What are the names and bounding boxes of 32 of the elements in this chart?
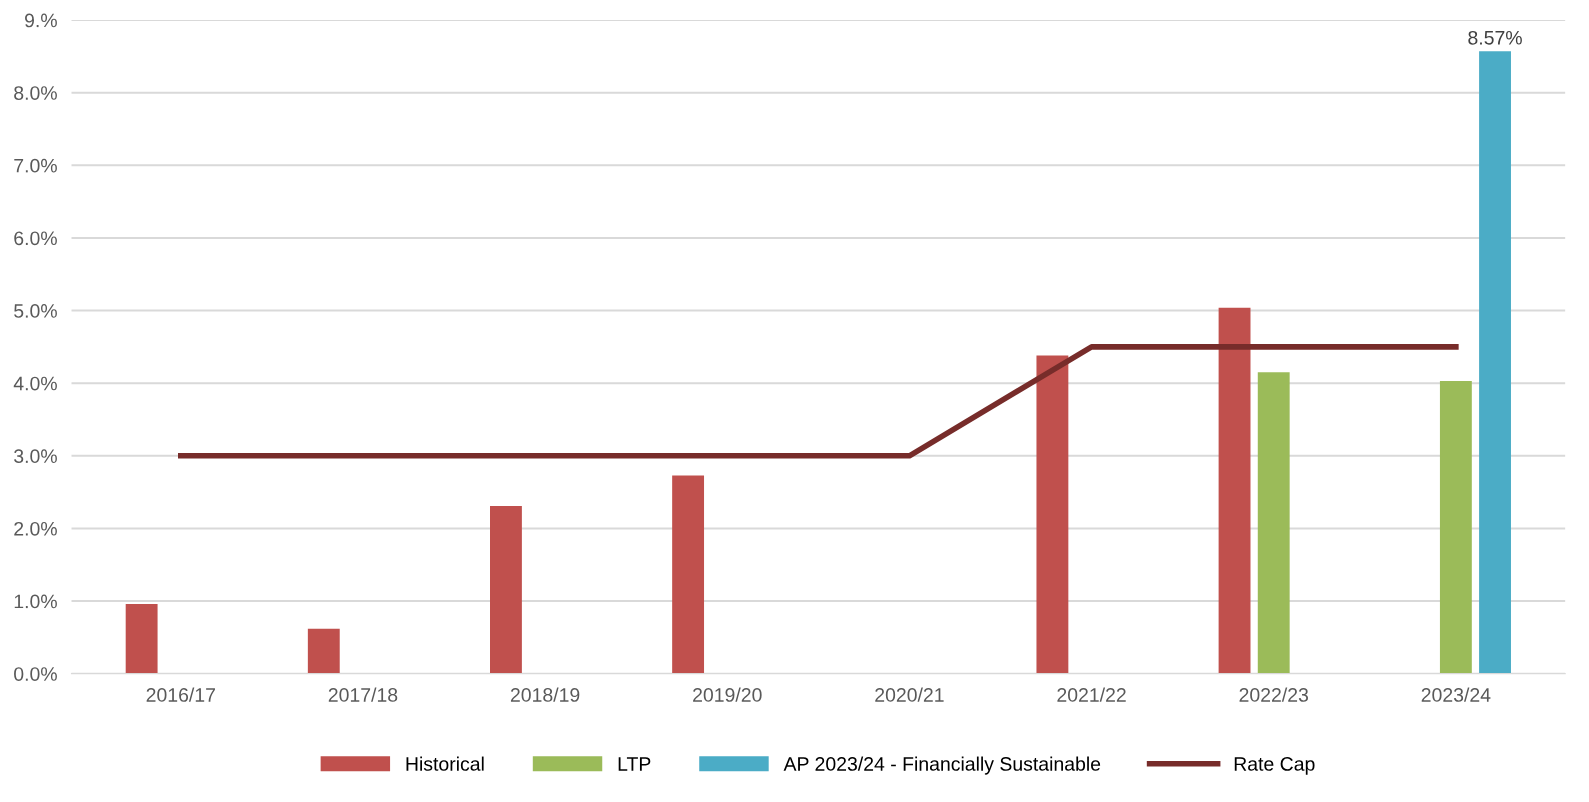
- y-tick-label: 9.%: [25, 13, 57, 28]
- legend-label: Rate Cap: [1234, 757, 1315, 775]
- x-tick-label: 2017/18: [328, 687, 398, 702]
- bar: [1036, 355, 1069, 674]
- legend-label: Historical: [406, 756, 484, 771]
- x-tick-label: 2023/24: [1421, 687, 1491, 702]
- x-tick-label: 2022/23: [1239, 687, 1309, 702]
- y-tick-label: 2.0%: [14, 521, 57, 536]
- y-tick-label: 7.0%: [14, 158, 57, 173]
- y-tick-label: 6.0%: [14, 231, 57, 246]
- y-tick-label: 1.0%: [14, 594, 57, 609]
- bar: [307, 628, 340, 674]
- x-tick-label: 2018/19: [510, 687, 580, 702]
- data-label: 8.57%: [1468, 30, 1522, 45]
- bar: [1218, 307, 1251, 674]
- y-tick-label: 8.0%: [14, 86, 57, 100]
- bar: [672, 475, 705, 674]
- x-tick-label: 2021/22: [1057, 687, 1126, 702]
- bar: [1479, 51, 1511, 674]
- y-tick-label: 0.0%: [14, 667, 57, 681]
- x-tick-label: 2016/17: [146, 687, 215, 702]
- bar: [1257, 372, 1290, 674]
- y-tick-label: 4.0%: [13, 376, 57, 391]
- legend-label: AP 2023/24 - Financially Sustainable: [783, 756, 1101, 775]
- x-tick-label: 2019/20: [693, 687, 762, 702]
- y-tick-label: 3.0%: [14, 449, 57, 464]
- bar: [1439, 381, 1472, 674]
- bar: [125, 603, 158, 674]
- y-tick-label: 5.0%: [14, 304, 57, 318]
- x-tick-label: 2020/21: [875, 687, 944, 702]
- bar: [490, 505, 522, 674]
- legend-label: LTP: [618, 757, 651, 771]
